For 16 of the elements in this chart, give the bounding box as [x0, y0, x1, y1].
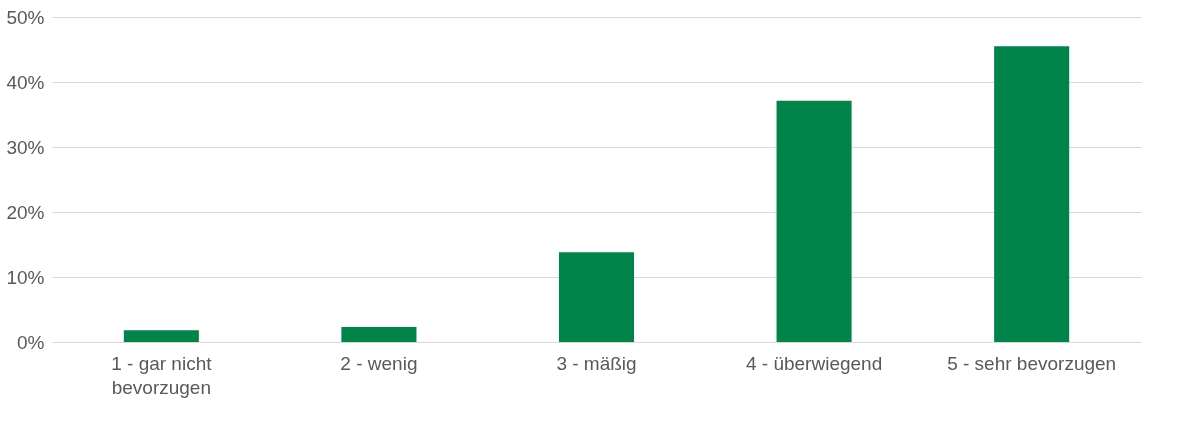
- y-tick-label: 20%: [6, 201, 45, 223]
- y-tick-label: 10%: [6, 266, 45, 288]
- y-tick-label: 40%: [6, 71, 45, 93]
- bar: [558, 252, 635, 342]
- y-tick-label: 50%: [6, 6, 45, 28]
- bar: [994, 46, 1070, 342]
- y-tick-label: 0%: [17, 331, 45, 353]
- bar: [776, 100, 852, 342]
- x-tick-label: 1 - gar nicht bevorzugen: [111, 352, 213, 398]
- bar: [341, 327, 417, 342]
- y-tick-label: 30%: [6, 136, 45, 158]
- x-tick-label: 5 - sehr bevorzugen: [947, 352, 1117, 374]
- x-tick-label: 4 - überwiegend: [745, 352, 883, 374]
- x-tick-label: 3 - mäßig: [556, 352, 637, 374]
- x-tick-label: 2 - wenig: [340, 352, 418, 374]
- bar: [123, 330, 199, 342]
